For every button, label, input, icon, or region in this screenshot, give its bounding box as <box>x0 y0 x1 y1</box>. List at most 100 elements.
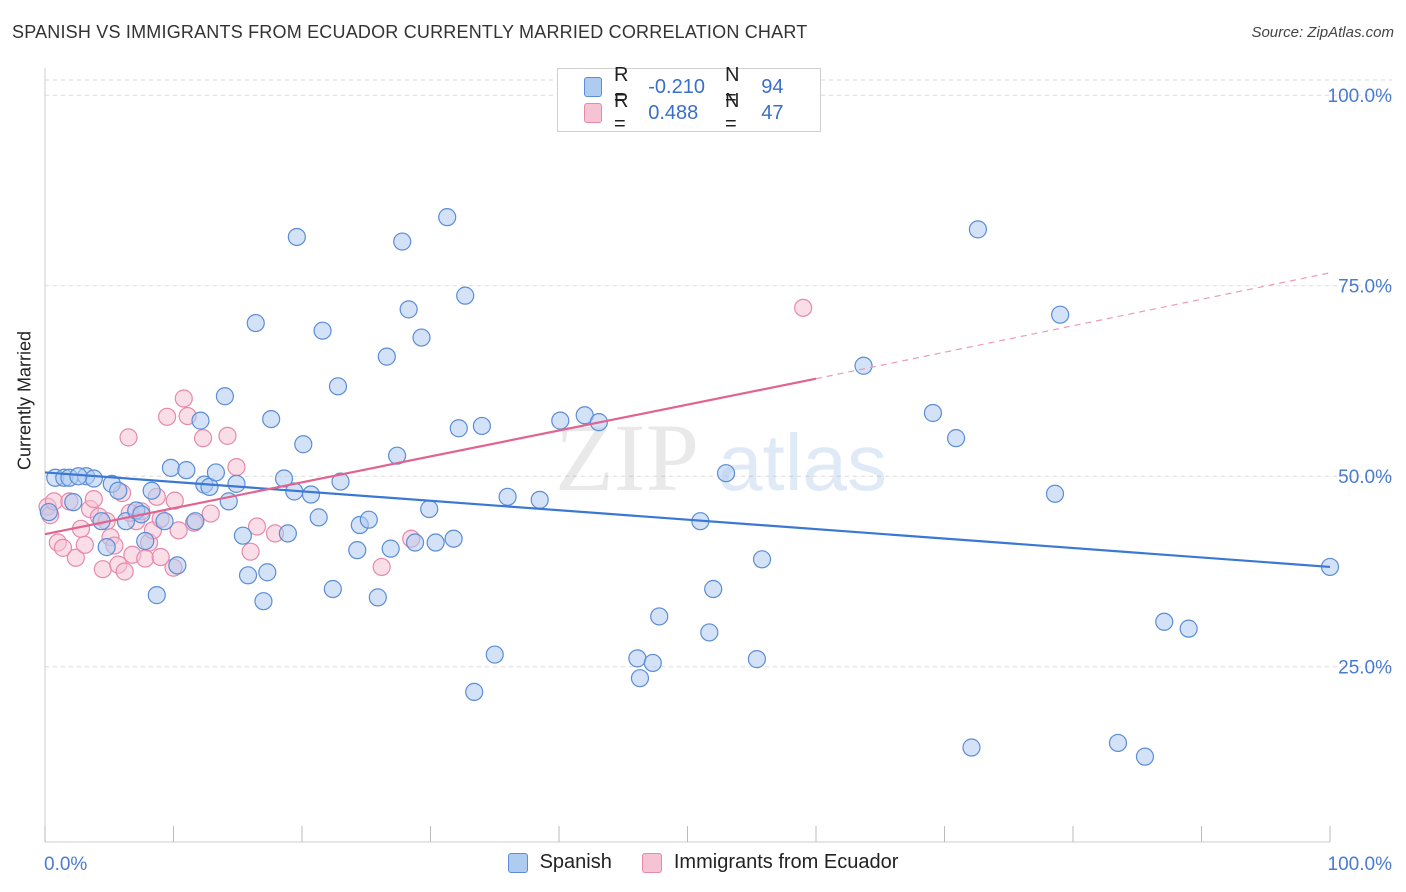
spanish-point <box>1108 733 1128 753</box>
spanish-point <box>155 512 174 531</box>
spanish-point <box>412 328 431 347</box>
spanish-point <box>643 653 662 673</box>
spanish-point <box>456 286 475 305</box>
spanish-point <box>700 623 719 642</box>
legend-r-value: -0.210 <box>648 75 705 98</box>
ecuador-point <box>93 560 112 579</box>
ecuador-point <box>174 389 193 408</box>
legend-item-ecuador[interactable]: Immigrants from Ecuador <box>641 851 899 874</box>
ecuador-point <box>218 426 237 445</box>
spanish-point <box>420 499 439 519</box>
spanish-point <box>472 416 491 436</box>
spanish-point <box>747 650 766 669</box>
tick-labels: 25.0% 50.0% 75.0% 100.0% 0.0% 100.0% <box>44 86 1392 875</box>
legend-n-value: 94 <box>761 75 784 98</box>
stats-legend: R = -0.210 N = 94 R = 0.488 N = 47 <box>557 64 821 135</box>
trend-lines <box>44 272 1331 569</box>
ecuador-point <box>372 557 391 577</box>
x-tick-label: 0.0% <box>44 854 87 875</box>
spanish-point <box>309 508 328 527</box>
spanish-point <box>287 227 306 247</box>
y-tick-label: 100.0% <box>1328 86 1393 107</box>
spanish-point <box>530 490 549 509</box>
ecuador-point <box>66 548 85 567</box>
ecuador-point <box>193 429 213 448</box>
y-tick-label: 25.0% <box>1338 658 1392 679</box>
legend-r-label: R = <box>614 64 629 109</box>
spanish-point <box>968 220 988 239</box>
legend-r-value: 0.488 <box>648 101 699 124</box>
spanish-trend-line <box>44 471 1331 569</box>
ecuador-point <box>119 428 138 447</box>
spanish-point <box>368 588 387 607</box>
spanish-point <box>147 586 166 605</box>
spanish-point <box>444 529 463 548</box>
spanish-point <box>438 208 457 227</box>
ecuador-point <box>157 407 177 426</box>
spanish-point <box>962 738 981 757</box>
legend-n-value: 47 <box>761 101 784 124</box>
spanish-point <box>328 377 348 396</box>
spanish-point <box>246 313 265 333</box>
spanish-point <box>161 458 181 477</box>
spanish-point <box>946 429 966 448</box>
spanish-point <box>650 607 669 626</box>
spanish-point <box>630 669 650 688</box>
ecuador-point <box>169 521 188 540</box>
spanish-point <box>854 356 873 375</box>
ecuador-trend-extension <box>815 272 1331 380</box>
spanish-point <box>233 526 252 545</box>
spanish-point <box>1135 747 1155 766</box>
ecuador-point <box>75 535 94 554</box>
spanish-point <box>64 493 83 512</box>
ecuador-point <box>241 542 260 561</box>
legend-r-label: R = <box>614 90 629 135</box>
series-legend: Spanish Immigrants from Ecuador <box>0 851 1406 874</box>
spanish-point <box>97 538 116 557</box>
legend-label-ecuador: Immigrants from Ecuador <box>673 851 899 873</box>
spanish-point <box>405 533 425 552</box>
ecuador-point <box>201 504 220 523</box>
spanish-point <box>628 649 647 668</box>
watermark-zip: ZIP <box>555 404 699 511</box>
spanish-point <box>498 487 517 506</box>
spanish-point <box>923 403 943 423</box>
spanish-point <box>262 409 281 429</box>
spanish-point <box>331 472 350 491</box>
x-tick-label: 100.0% <box>1328 854 1393 875</box>
spanish-point <box>84 469 103 488</box>
spanish-point <box>465 682 484 701</box>
spanish-point <box>704 579 723 599</box>
spanish-point <box>186 512 205 531</box>
spanish-point <box>301 485 321 504</box>
spanish-point <box>752 550 772 569</box>
spanish-point <box>258 563 277 582</box>
ecuador-point <box>115 562 134 581</box>
legend-item-spanish[interactable]: Spanish <box>507 851 612 874</box>
spanish-point <box>313 321 332 340</box>
spanish-point <box>191 411 210 430</box>
spanish-point <box>1155 612 1174 631</box>
watermark-atlas: atlas <box>718 418 887 507</box>
spanish-point <box>323 579 342 599</box>
ecuador-point <box>794 298 813 317</box>
legend-n-label: N = <box>725 64 740 109</box>
ecuador-point <box>136 549 155 568</box>
ecuador-point <box>227 457 246 477</box>
source-label: Source: ZipAtlas.com <box>1251 24 1394 41</box>
legend-swatch-spanish <box>584 77 603 97</box>
legend-swatch-ecuador <box>584 103 603 123</box>
ecuador-trend-line <box>44 377 817 536</box>
spanish-point <box>142 481 161 500</box>
spanish-point <box>238 566 258 585</box>
legend-swatch-ecuador <box>641 852 662 873</box>
y-tick-label: 75.0% <box>1338 277 1392 298</box>
spanish-point <box>399 300 418 319</box>
spanish-point <box>449 419 468 438</box>
ecuador-point <box>84 490 103 509</box>
spanish-point <box>381 539 400 558</box>
spanish-point <box>294 435 313 454</box>
spanish-point <box>348 541 367 560</box>
spanish-point <box>215 387 234 406</box>
